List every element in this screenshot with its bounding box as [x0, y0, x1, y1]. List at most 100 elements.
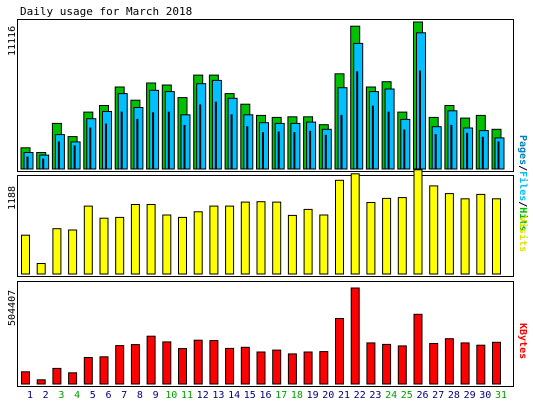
kbytes-bar-day-26: [413, 313, 423, 385]
visits-ymax-label: 1188: [7, 186, 18, 210]
kbytes-bar-day-18: [287, 353, 297, 385]
x-tick-label-day-8: 8: [137, 390, 143, 401]
visits-bar-day-17: [272, 201, 282, 275]
pages-bar-day-5: [89, 127, 92, 170]
pages-bar-day-11: [183, 124, 186, 170]
legend-sep-1: /: [517, 165, 528, 171]
legend-sep-2: /: [517, 201, 528, 207]
visits-bar-day-9: [146, 204, 156, 275]
kbytes-ymax-label: 504407: [7, 290, 18, 326]
visits-bar-day-5: [83, 205, 93, 275]
pages-bar-day-26: [419, 70, 421, 170]
pages-bar-day-16: [262, 132, 264, 170]
kbytes-bar-day-29: [460, 342, 470, 385]
kbytes-bar-day-17: [272, 349, 282, 385]
x-tick-label-day-29: 29: [464, 390, 476, 401]
kbytes-bar-day-31: [492, 341, 501, 385]
x-tick-label-day-26: 26: [416, 390, 428, 401]
x-tick-label-day-23: 23: [369, 390, 381, 401]
x-tick-label-day-2: 2: [43, 390, 49, 401]
legend-files: Files: [517, 171, 529, 201]
visits-bar-day-2: [36, 263, 46, 275]
visits-bar-day-28: [444, 193, 454, 275]
pages-bar-day-9: [152, 112, 155, 170]
pages-bar-day-17: [277, 131, 280, 170]
kbytes-bar-day-21: [335, 318, 344, 385]
visits-bar-day-12: [193, 211, 203, 275]
visits-bar-day-25: [397, 197, 407, 275]
visits-bar-day-29: [460, 198, 470, 275]
visits-bar-day-23: [366, 202, 376, 275]
pages-bar-day-30: [481, 136, 484, 170]
pages-bar-day-12: [199, 104, 202, 170]
pages-bar-day-23: [371, 105, 374, 170]
visits-bar-day-22: [350, 173, 360, 275]
pages-bar-day-21: [340, 114, 343, 170]
pages-bar-day-24: [387, 111, 390, 170]
x-tick-label-day-28: 28: [448, 390, 460, 401]
pages-bar-day-10: [167, 111, 170, 170]
visits-bar-day-19: [303, 208, 313, 275]
visits-bar-day-20: [319, 214, 329, 275]
kbytes-bar-day-23: [366, 342, 376, 385]
kbytes-bar-day-8: [130, 344, 140, 385]
x-tick-label-day-7: 7: [121, 390, 127, 401]
visits-bar-day-6: [99, 217, 109, 275]
x-tick-label-day-24: 24: [385, 390, 397, 401]
x-tick-label-day-13: 13: [212, 390, 224, 401]
pages-bar-day-8: [136, 118, 139, 170]
x-tick-label-day-10: 10: [165, 390, 177, 401]
kbytes-bar-day-22: [350, 287, 360, 385]
visits-bar-day-8: [130, 204, 140, 275]
pages-bar-day-29: [466, 132, 469, 170]
kbytes-bar-day-15: [240, 346, 250, 385]
pages-files-hits-legend: Pages/Files/Hits: [517, 135, 529, 231]
x-tick-label-day-19: 19: [307, 390, 319, 401]
legend-pages: Pages: [517, 135, 528, 165]
x-tick-label-day-9: 9: [153, 390, 159, 401]
pages-bar-day-7: [120, 111, 123, 170]
visits-bar-day-11: [178, 216, 187, 275]
kbytes-bar-day-27: [429, 343, 439, 385]
chart-title: Daily usage for March 2018: [20, 5, 192, 18]
pages-bar-day-27: [434, 134, 437, 170]
kbytes-bar-day-2: [36, 379, 46, 385]
kbytes-bar-day-28: [444, 338, 454, 385]
visits-bar-day-16: [256, 201, 266, 275]
visits-bar-day-3: [52, 228, 62, 275]
x-tick-label-day-30: 30: [479, 390, 491, 401]
pages-bar-day-13: [214, 101, 217, 170]
pages-bar-day-15: [246, 126, 249, 170]
kbytes-legend: KBytes: [517, 323, 528, 359]
pages-bar-day-18: [293, 132, 296, 170]
kbytes-bar-day-30: [476, 344, 486, 385]
kbytes-bar-day-3: [52, 367, 62, 385]
visits-legend: Visits: [517, 216, 529, 252]
pages-bar-day-28: [450, 124, 453, 170]
x-tick-label-day-14: 14: [228, 390, 240, 401]
visits-bar-day-4: [68, 229, 78, 275]
x-tick-label-day-15: 15: [244, 390, 256, 401]
visits-bar-day-13: [209, 205, 219, 275]
kbytes-bar-day-7: [115, 345, 125, 385]
pages-bar-day-19: [309, 130, 312, 170]
x-tick-label-day-22: 22: [354, 390, 366, 401]
pages-bar-day-3: [57, 141, 60, 170]
kbytes-bar-day-11: [178, 348, 187, 385]
x-tick-label-day-5: 5: [90, 390, 96, 401]
pages-bar-day-6: [105, 123, 107, 170]
visits-bar-day-26: [413, 169, 423, 275]
kbytes-bar-day-20: [319, 351, 329, 385]
pages-bar-day-4: [73, 145, 76, 170]
x-tick-label-day-1: 1: [27, 390, 33, 401]
pages-bar-day-20: [324, 134, 327, 170]
kbytes-bar-day-13: [209, 340, 219, 385]
legend-hits: Hits: [517, 207, 529, 231]
kbytes-bar-day-25: [397, 345, 407, 385]
pages-bar-day-22: [356, 71, 359, 170]
kbytes-bar-day-9: [146, 335, 156, 385]
visits-bar-day-14: [225, 205, 235, 275]
bars-layer: [20, 21, 505, 385]
x-tick-label-day-11: 11: [181, 390, 193, 401]
kbytes-bar-day-24: [382, 343, 392, 385]
